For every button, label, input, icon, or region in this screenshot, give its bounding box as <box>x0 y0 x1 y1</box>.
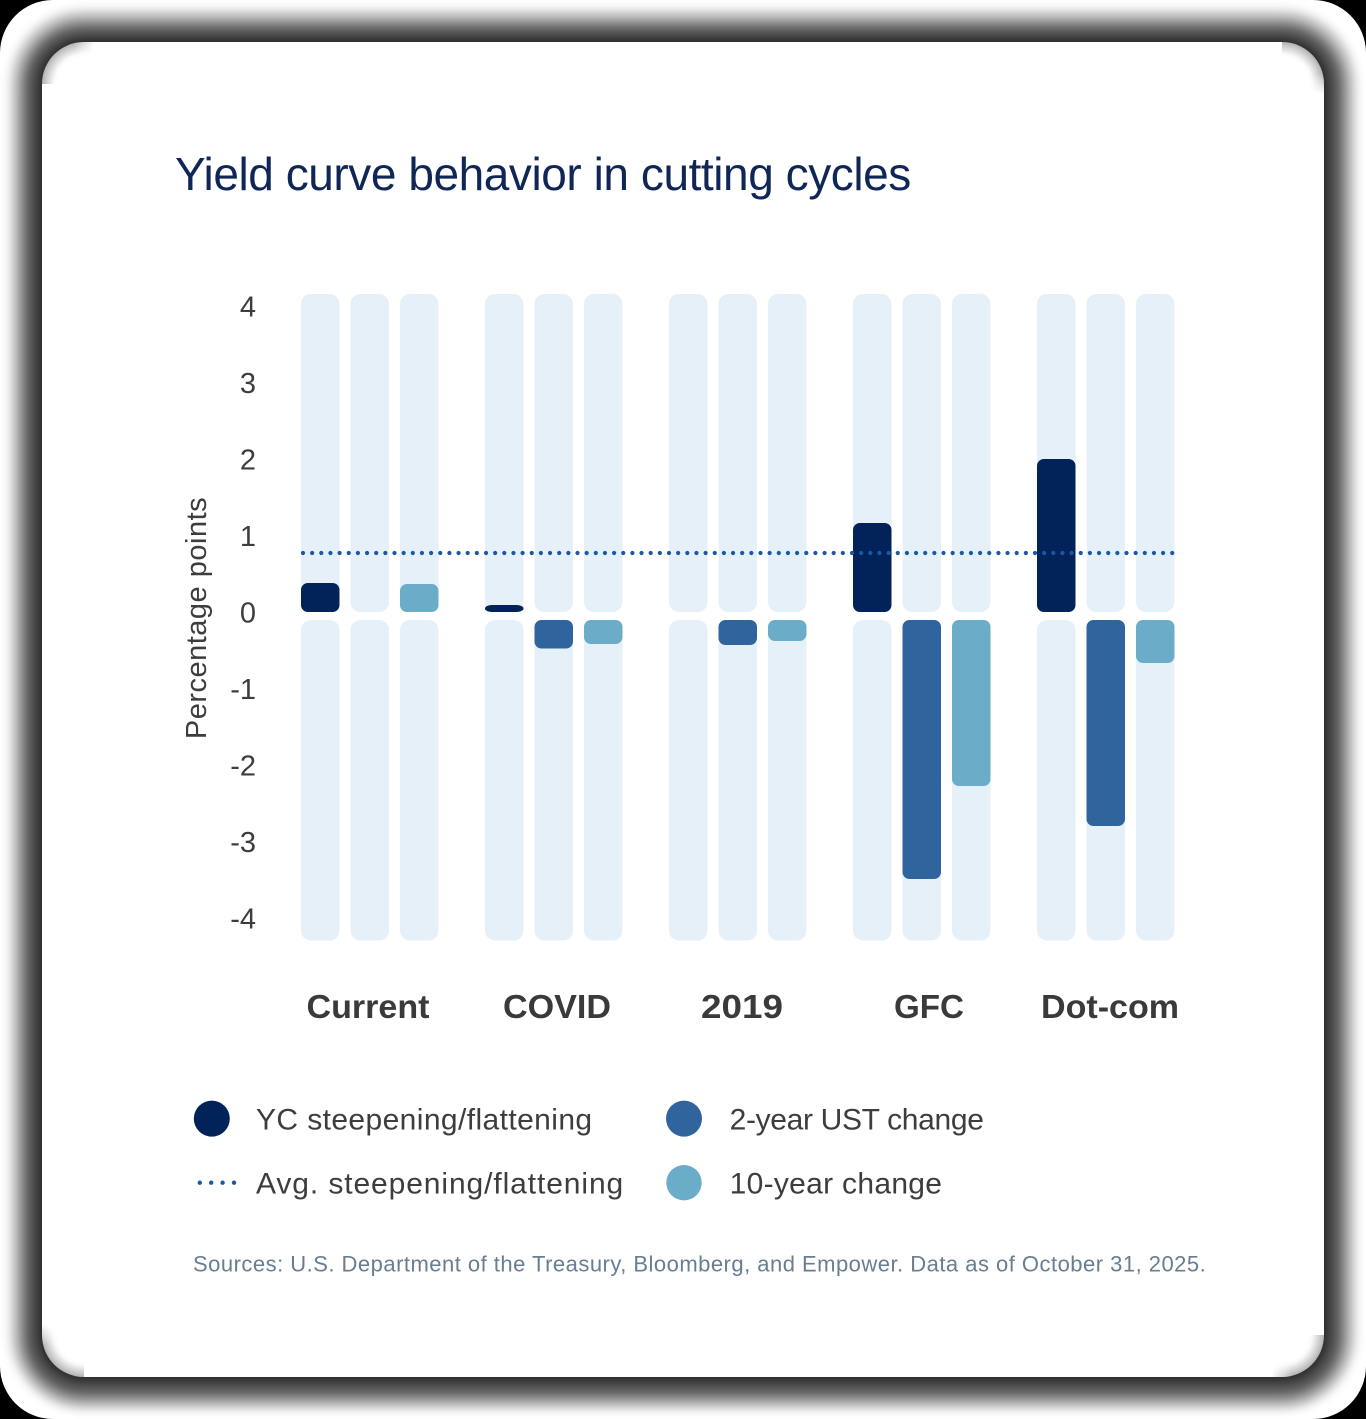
svg-text:YC steepening/flattening: YC steepening/flattening <box>256 1104 593 1137</box>
svg-text:2-year UST change: 2-year UST change <box>730 1104 984 1137</box>
svg-text:Avg. steepening/flattening: Avg. steepening/flattening <box>256 1168 624 1201</box>
svg-text:4: 4 <box>240 292 256 324</box>
svg-text:-1: -1 <box>230 674 256 706</box>
svg-text:Yield curve behavior in cuttin: Yield curve behavior in cutting cycles <box>175 148 911 200</box>
svg-text:-3: -3 <box>230 827 256 859</box>
svg-text:Percentage points: Percentage points <box>181 497 213 739</box>
svg-text:0: 0 <box>240 598 256 630</box>
svg-text:Sources: U.S. Department of th: Sources: U.S. Department of the Treasury… <box>193 1251 1206 1276</box>
svg-text:-4: -4 <box>230 904 256 936</box>
svg-text:1: 1 <box>240 521 256 553</box>
svg-text:2019: 2019 <box>701 988 783 1025</box>
svg-text:2: 2 <box>240 445 256 477</box>
svg-text:-2: -2 <box>230 751 256 783</box>
svg-text:10-year change: 10-year change <box>730 1168 943 1201</box>
svg-text:Dot-com: Dot-com <box>1041 988 1179 1025</box>
svg-text:Current: Current <box>307 988 430 1025</box>
svg-text:GFC: GFC <box>894 988 964 1025</box>
svg-text:COVID: COVID <box>503 988 611 1025</box>
svg-text:3: 3 <box>240 368 256 400</box>
